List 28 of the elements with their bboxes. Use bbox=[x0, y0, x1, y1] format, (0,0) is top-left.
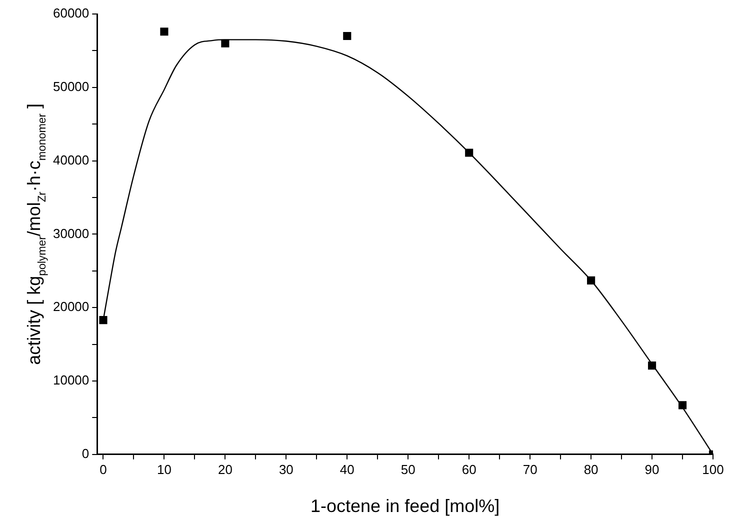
y-tick-label: 0 bbox=[82, 446, 90, 461]
x-tick-label: 40 bbox=[340, 462, 354, 477]
y-tick-label: 60000 bbox=[52, 6, 90, 21]
x-axis-title: 1-octene in feed [mol%] bbox=[310, 496, 500, 516]
y-axis-title: activity [ kgpolymer/molZr·h·cmonomer ] bbox=[24, 104, 48, 365]
point bbox=[99, 316, 108, 324]
y-tick-label: 20000 bbox=[52, 299, 90, 314]
y-tick-label: 10000 bbox=[52, 372, 90, 388]
point bbox=[678, 401, 687, 410]
x-tick-label: 80 bbox=[584, 462, 598, 477]
y-tick-label: 50000 bbox=[52, 78, 90, 94]
x-tick-label: 30 bbox=[278, 462, 294, 477]
x-tick-label: 20 bbox=[218, 462, 232, 477]
x-tick-label: 60 bbox=[462, 462, 476, 477]
point bbox=[587, 276, 596, 284]
y-tick-label: 30000 bbox=[52, 226, 90, 241]
point bbox=[160, 28, 168, 36]
x-tick-label: 0 bbox=[100, 462, 107, 477]
x-tick-label: 100 bbox=[702, 462, 724, 477]
point bbox=[221, 39, 230, 48]
x-tick-label: 70 bbox=[522, 462, 538, 477]
point bbox=[648, 362, 656, 370]
y-tick-label: 40000 bbox=[52, 152, 90, 168]
x-tick-label: 50 bbox=[400, 462, 416, 477]
point bbox=[343, 32, 352, 40]
point bbox=[465, 148, 474, 157]
x-tick-label: 90 bbox=[644, 462, 660, 477]
x-tick-label: 10 bbox=[156, 462, 172, 477]
